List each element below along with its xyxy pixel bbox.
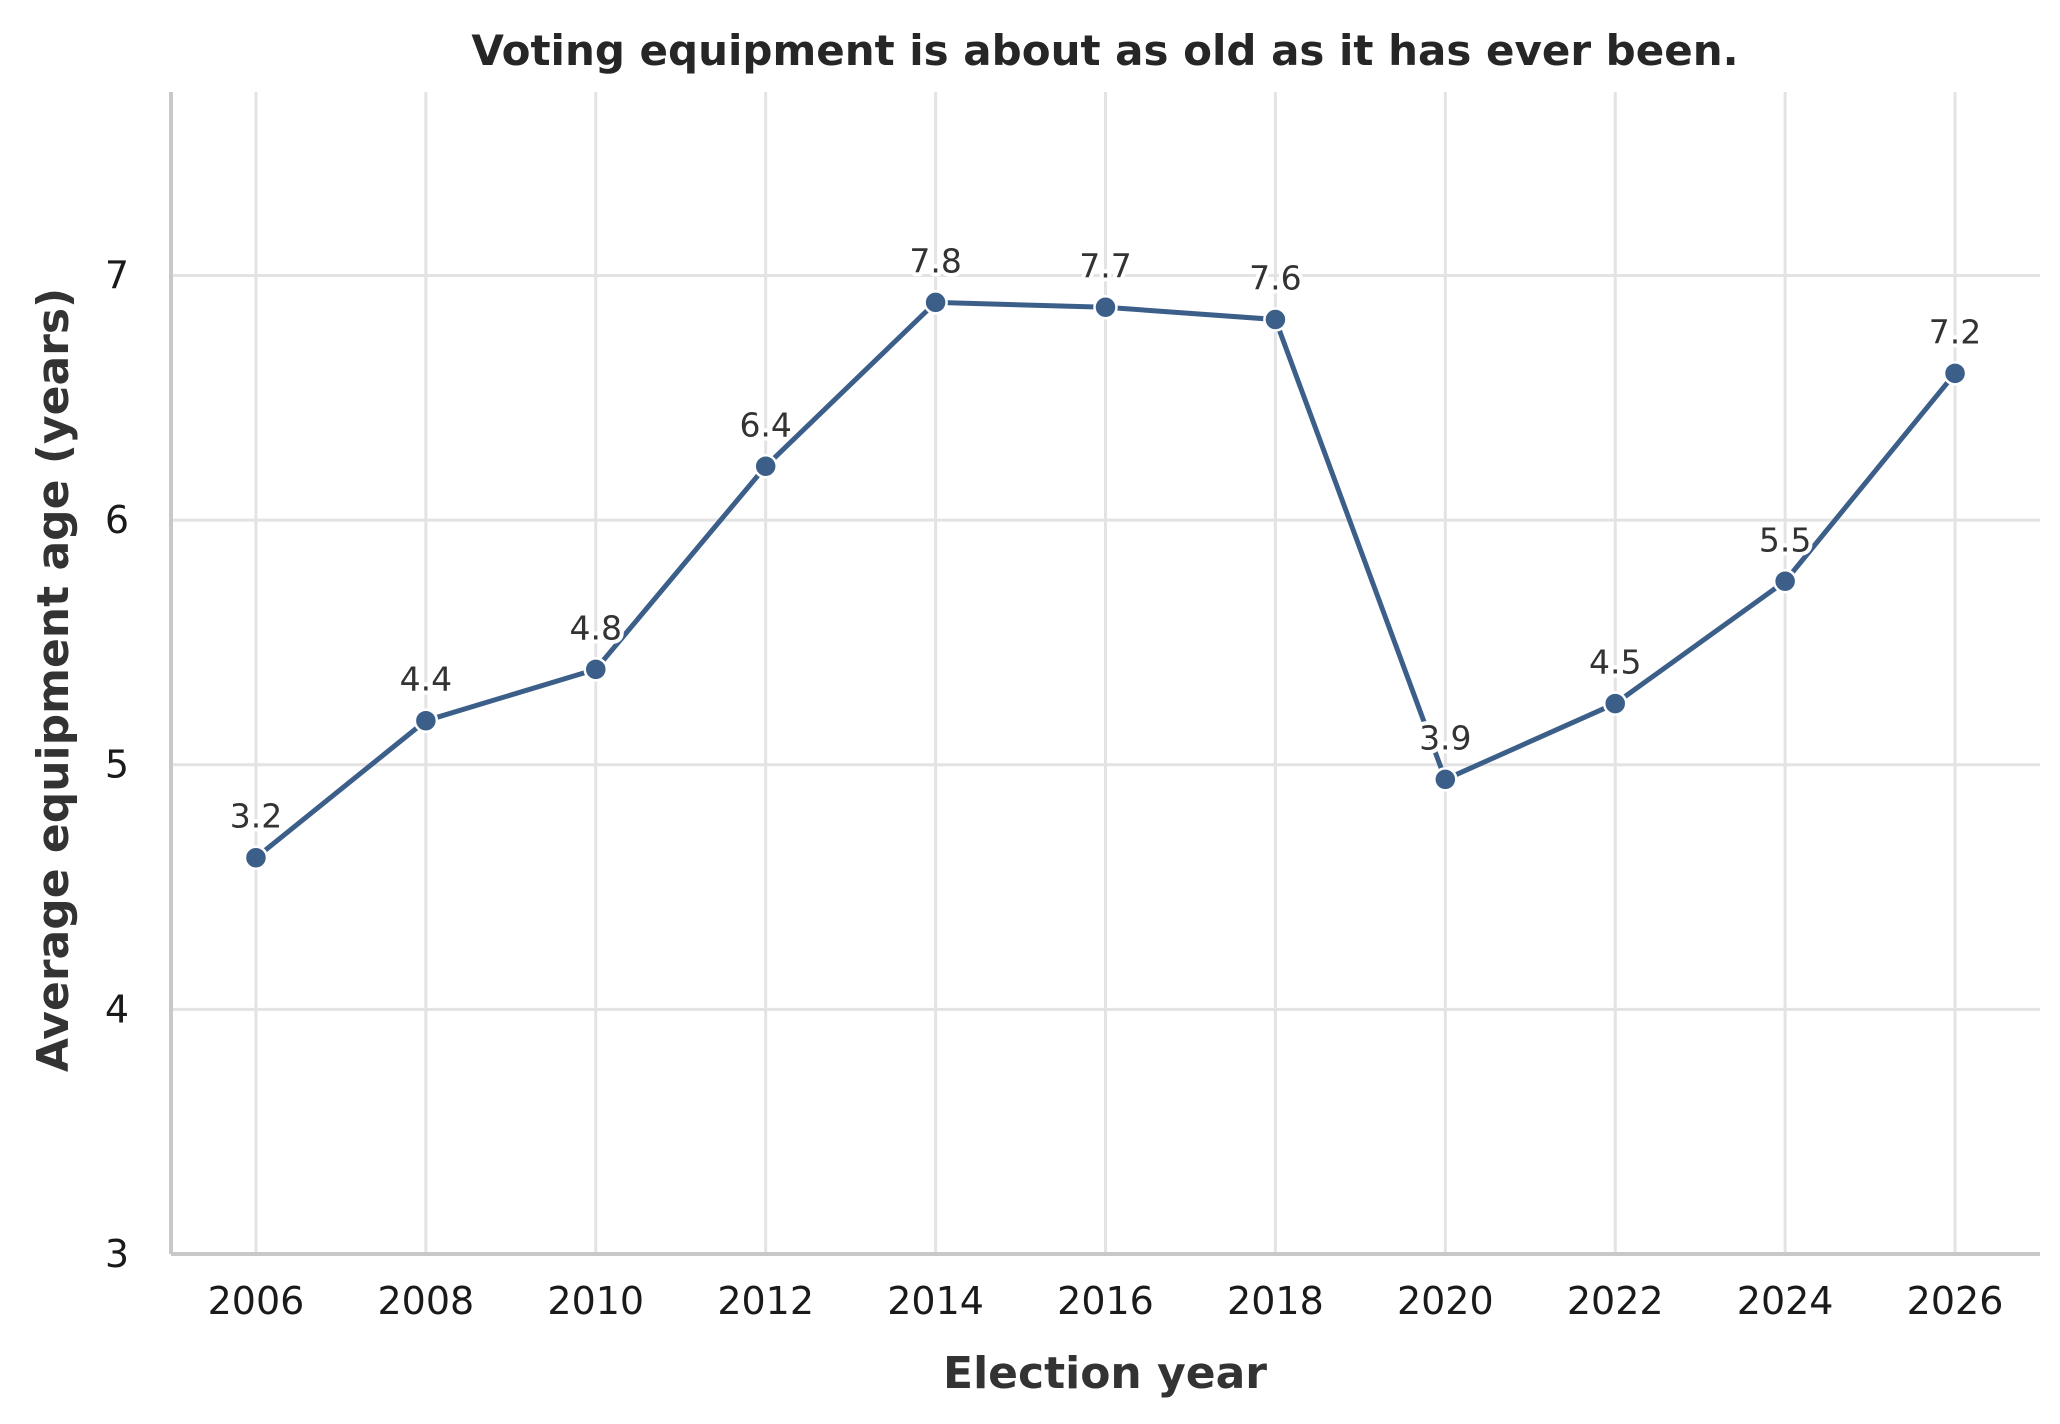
data-point (1772, 569, 1798, 594)
series (243, 290, 1968, 870)
x-tick-label: 2018 (1227, 1279, 1324, 1323)
chart-title: Voting equipment is about as old as it h… (471, 26, 1738, 75)
x-tick-labels: 2006 2008 2010 2012 2014 2016 2018 2020 2022 2024… (208, 1279, 2004, 1323)
data-label: 7.8 (909, 241, 961, 280)
data-point (1942, 361, 1968, 386)
y-tick-label: 6 (105, 498, 129, 542)
x-tick-label: 2020 (1397, 1279, 1494, 1323)
y-tick-label: 3 (105, 1232, 129, 1276)
data-point (583, 657, 609, 682)
grid (171, 92, 2040, 1254)
x-tick-label: 2024 (1737, 1279, 1834, 1323)
data-label: 4.4 (400, 660, 452, 699)
data-labels: 3.2 4.4 4.8 6.4 7.8 7.7 7.6 3.9 4.5 5.5 7.2 (226, 237, 1986, 839)
x-axis-label: Election year (943, 1348, 1267, 1399)
x-tick-label: 2012 (717, 1279, 814, 1323)
x-tick-label: 2016 (1057, 1279, 1154, 1323)
x-tick-label: 2008 (378, 1279, 475, 1323)
data-label: 7.2 (1929, 312, 1981, 351)
data-point (1433, 767, 1458, 792)
data-label: 6.4 (739, 405, 791, 444)
data-point (1602, 691, 1628, 716)
data-point (1263, 307, 1288, 332)
data-point (413, 708, 439, 733)
data-label: 4.5 (1589, 643, 1641, 682)
data-label: 5.5 (1759, 520, 1811, 559)
data-label: 3.2 (230, 797, 282, 836)
x-tick-label: 2026 (1907, 1279, 2004, 1323)
x-tick-label: 2014 (887, 1279, 984, 1323)
data-label: 7.6 (1249, 259, 1301, 298)
y-tick-label: 7 (105, 253, 129, 297)
data-label: 7.7 (1079, 246, 1131, 285)
x-tick-label: 2006 (208, 1279, 305, 1323)
y-axis-label: Average equipment age (years) (28, 288, 79, 1072)
data-point (1093, 295, 1118, 320)
x-tick-label: 2022 (1567, 1279, 1664, 1323)
y-tick-labels: 3 4 5 6 7 (105, 253, 129, 1276)
data-point (923, 290, 948, 315)
data-point (243, 845, 269, 870)
x-tick-label: 2010 (547, 1279, 644, 1323)
data-point (753, 454, 778, 479)
data-label: 4.8 (570, 608, 622, 647)
y-tick-label: 5 (105, 743, 129, 787)
data-label: 3.9 (1419, 718, 1471, 757)
y-tick-label: 4 (105, 987, 129, 1031)
